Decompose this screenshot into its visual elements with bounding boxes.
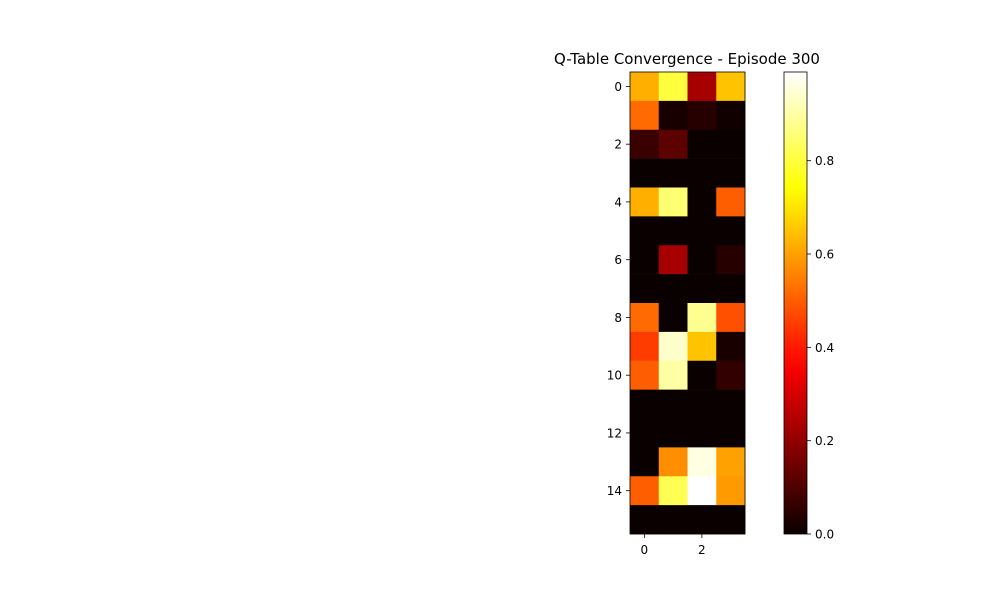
heatmap-cell-r6-c2 bbox=[687, 245, 717, 275]
y-tick-label: 2 bbox=[614, 138, 622, 152]
heatmap-cell-r5-c0 bbox=[630, 216, 660, 246]
heatmap-cell-r0-c1 bbox=[658, 72, 688, 102]
heatmap-cell-r13-c1 bbox=[658, 447, 688, 477]
heatmap-cell-r2-c0 bbox=[630, 129, 660, 159]
colorbar bbox=[783, 71, 808, 535]
heatmap-cell-r14-c1 bbox=[658, 476, 688, 506]
heatmap-cell-r8-c2 bbox=[687, 303, 717, 333]
heatmap-cell-r6-c0 bbox=[630, 245, 660, 275]
x-tick-label: 2 bbox=[698, 543, 706, 557]
heatmap-cell-r4-c2 bbox=[687, 187, 717, 217]
heatmap-cell-r5-c3 bbox=[716, 216, 746, 246]
heatmap-cell-r9-c2 bbox=[687, 331, 717, 362]
heatmap-cell-r14-c0 bbox=[630, 476, 660, 506]
heatmap-cell-r6-c1 bbox=[658, 245, 688, 275]
heatmap-cell-r8-c3 bbox=[716, 303, 746, 333]
heatmap-cell-r3-c0 bbox=[630, 158, 660, 188]
heatmap-cell-r3-c3 bbox=[716, 158, 746, 188]
heatmap-cell-r8-c1 bbox=[658, 303, 688, 333]
y-tick-label: 12 bbox=[607, 426, 622, 440]
heatmap-cell-r15-c2 bbox=[687, 505, 717, 535]
chart-title: Q-Table Convergence - Episode 300 bbox=[554, 50, 820, 68]
colorbar-ticks: 0.0 0.2 0.4 0.6 0.8 bbox=[807, 154, 834, 542]
heatmap-cell-r7-c3 bbox=[716, 274, 746, 304]
heatmap-cell-r13-c2 bbox=[687, 447, 717, 477]
heatmap-cell-r11-c0 bbox=[630, 389, 660, 419]
heatmap-cell-r3-c1 bbox=[658, 158, 688, 188]
colorbar-tick-label: 0.0 bbox=[815, 528, 834, 542]
heatmap-cell-r11-c1 bbox=[658, 389, 688, 419]
heatmap-cell-r2-c3 bbox=[716, 129, 746, 159]
heatmap-frame bbox=[629, 71, 746, 535]
heatmap-cell-r1-c2 bbox=[687, 100, 717, 131]
heatmap-cell-r1-c0 bbox=[630, 100, 660, 131]
heatmap-cell-r4-c0 bbox=[630, 187, 660, 217]
heatmap-cell-r6-c3 bbox=[716, 245, 746, 275]
heatmap-cell-r10-c3 bbox=[716, 360, 746, 390]
x-tick-label: 0 bbox=[641, 543, 649, 557]
heatmap-cell-r14-c3 bbox=[716, 476, 746, 506]
y-tick-label: 6 bbox=[614, 253, 622, 267]
y-tick-label: 4 bbox=[614, 195, 622, 209]
heatmap-cell-r4-c3 bbox=[716, 187, 746, 217]
colorbar-tick-label: 0.4 bbox=[815, 341, 834, 355]
heatmap-cell-r5-c2 bbox=[687, 216, 717, 246]
heatmap-cell-r1-c3 bbox=[716, 100, 746, 131]
y-tick-label: 14 bbox=[607, 484, 622, 498]
heatmap-cell-r7-c0 bbox=[630, 274, 660, 304]
heatmap-cells bbox=[630, 72, 746, 535]
heatmap-cell-r2-c1 bbox=[658, 129, 688, 159]
heatmap-cell-r0-c0 bbox=[630, 72, 660, 102]
y-tick-label: 0 bbox=[614, 80, 622, 94]
heatmap-cell-r11-c2 bbox=[687, 389, 717, 419]
heatmap-cell-r10-c0 bbox=[630, 360, 660, 390]
heatmap-cell-r7-c1 bbox=[658, 274, 688, 304]
colorbar-tick-label: 0.6 bbox=[815, 248, 834, 262]
heatmap-cell-r15-c0 bbox=[630, 505, 660, 535]
colorbar-tick-label: 0.8 bbox=[815, 154, 834, 168]
y-tick-label: 8 bbox=[614, 311, 622, 325]
heatmap-cell-r9-c3 bbox=[716, 331, 746, 362]
heatmap-cell-r12-c0 bbox=[630, 418, 660, 448]
heatmap-cell-r12-c3 bbox=[716, 418, 746, 448]
heatmap-cell-r12-c2 bbox=[687, 418, 717, 448]
heatmap-cell-r0-c3 bbox=[716, 72, 746, 102]
heatmap-cell-r10-c2 bbox=[687, 360, 717, 390]
heatmap-cell-r15-c3 bbox=[716, 505, 746, 535]
heatmap-cell-r13-c0 bbox=[630, 447, 660, 477]
heatmap-cell-r2-c2 bbox=[687, 129, 717, 159]
heatmap-cell-r11-c3 bbox=[716, 389, 746, 419]
heatmap-cell-r9-c1 bbox=[658, 331, 688, 362]
heatmap-cell-r14-c2 bbox=[687, 476, 717, 506]
heatmap-cell-r12-c1 bbox=[658, 418, 688, 448]
y-axis-ticks: 0 2 4 6 8 10 12 14 bbox=[607, 80, 630, 498]
heatmap-cell-r0-c2 bbox=[687, 72, 717, 102]
heatmap-cell-r7-c2 bbox=[687, 274, 717, 304]
heatmap-cell-r1-c1 bbox=[658, 100, 688, 131]
heatmap-cell-r10-c1 bbox=[658, 360, 688, 390]
colorbar-tick-label: 0.2 bbox=[815, 434, 834, 448]
y-tick-label: 10 bbox=[607, 369, 622, 383]
heatmap-cell-r9-c0 bbox=[630, 331, 660, 362]
heatmap-cell-r5-c1 bbox=[658, 216, 688, 246]
heatmap-cell-r15-c1 bbox=[658, 505, 688, 535]
heatmap-cell-r3-c2 bbox=[687, 158, 717, 188]
heatmap-cell-r8-c0 bbox=[630, 303, 660, 333]
heatmap-cell-r13-c3 bbox=[716, 447, 746, 477]
heatmap-cell-r4-c1 bbox=[658, 187, 688, 217]
